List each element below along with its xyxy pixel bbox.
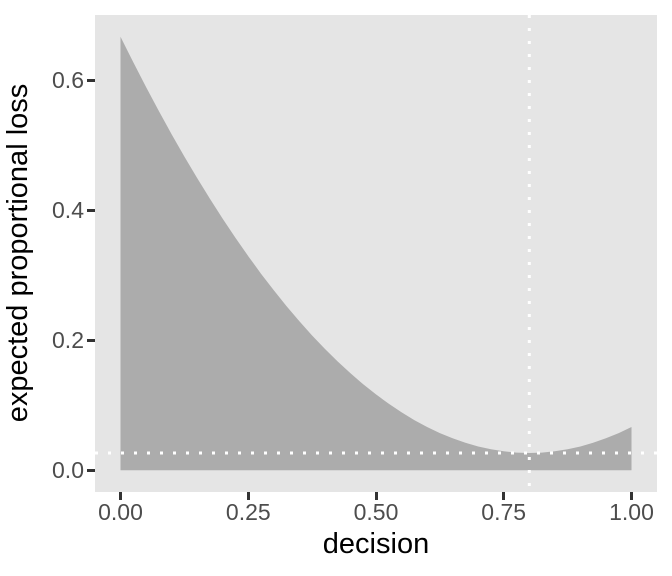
y-axis-tick bbox=[87, 208, 95, 212]
x-tick-label: 0.50 bbox=[353, 499, 399, 525]
x-axis-title: decision bbox=[322, 528, 430, 560]
y-axis-tick bbox=[87, 338, 95, 342]
x-axis-tick bbox=[246, 492, 250, 500]
area-chart-svg bbox=[95, 15, 657, 492]
y-axis-title: expected proportional loss bbox=[2, 83, 34, 423]
x-tick-label: 0.25 bbox=[225, 499, 271, 525]
x-axis-tick bbox=[119, 492, 122, 500]
y-tick-label: 0.4 bbox=[52, 197, 84, 224]
x-tick-label: 1.00 bbox=[609, 499, 654, 525]
y-tick-label: 0.6 bbox=[52, 67, 84, 93]
plot-panel bbox=[95, 15, 657, 492]
expected-loss-area bbox=[120, 36, 632, 471]
x-tick-label: 0.75 bbox=[481, 499, 527, 525]
x-axis-tick bbox=[502, 492, 506, 500]
y-tick-label: 0.2 bbox=[52, 327, 84, 354]
y-axis-tick bbox=[87, 468, 95, 472]
y-tick-label: 0.0 bbox=[52, 457, 84, 484]
x-axis-tick bbox=[630, 492, 633, 500]
y-axis-tick bbox=[87, 78, 95, 82]
reference-lines bbox=[95, 15, 657, 492]
x-tick-label: 0.00 bbox=[98, 499, 143, 525]
x-axis-tick bbox=[374, 492, 378, 500]
